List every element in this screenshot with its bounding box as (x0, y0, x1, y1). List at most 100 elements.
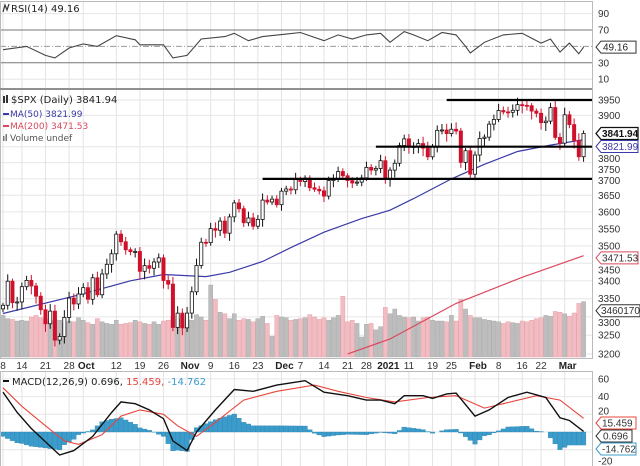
macd-histogram-bar (9, 431, 15, 441)
volume-bar (161, 320, 166, 358)
volume-bar (491, 320, 497, 358)
candle-body (491, 119, 496, 125)
macd-histogram-bar (458, 431, 464, 434)
macd-histogram-bar (557, 431, 563, 450)
volume-bar (387, 313, 393, 358)
candle-body (128, 249, 133, 253)
x-axis-label: 11 (404, 361, 415, 372)
candle-body (175, 312, 180, 328)
volume-bar (227, 318, 232, 358)
macd-histogram-bar (401, 426, 407, 433)
candle-body (227, 216, 232, 234)
price-axis-label: 3450 (598, 265, 621, 276)
macd-histogram-bar (453, 429, 459, 433)
macd-histogram-bar (444, 429, 450, 433)
price-axis-label: 3600 (598, 207, 621, 218)
rsi-value-flag: 49.16 (595, 40, 637, 54)
candle-body (468, 150, 473, 175)
macd-histogram-bar (297, 425, 303, 433)
macd-histogram-bar (123, 419, 129, 433)
macd-histogram-bar (19, 431, 25, 444)
candle-body (199, 241, 204, 266)
candle-body (487, 123, 492, 138)
macd-histogram-bar (373, 431, 379, 434)
candle-body (19, 286, 24, 303)
candle-body (572, 124, 577, 141)
macd-histogram-bar (236, 417, 242, 433)
volume-bar (165, 320, 171, 358)
panel-frame (0, 89, 593, 359)
candle-body (576, 140, 581, 158)
candle-body (496, 110, 501, 120)
macd-histogram-bar (274, 425, 280, 433)
macd-histogram-bar (316, 431, 322, 436)
macd-histogram-bar (76, 431, 82, 435)
candle-body (350, 180, 355, 184)
volume-bar (298, 318, 303, 358)
macd-histogram-bar (529, 428, 535, 433)
volume-bar (548, 316, 553, 358)
candle-body (553, 107, 558, 138)
volume-bar (524, 321, 530, 358)
macd-histogram-bar (66, 431, 72, 443)
volume-bar (420, 317, 426, 358)
macd-histogram-bar (411, 428, 417, 433)
macd-histogram-bar (241, 422, 247, 433)
ma200-value-flag: 3471.53 (595, 251, 639, 265)
volume-bar (147, 324, 152, 358)
macd-histogram-bar (227, 415, 233, 433)
macd-histogram-bar (71, 431, 77, 440)
volume-bar (10, 319, 15, 358)
macd-histogram (0, 413, 587, 452)
candle-body (449, 128, 454, 134)
price-axis-label: 3350 (598, 294, 621, 305)
volume-bar (38, 317, 44, 358)
candle-body (472, 154, 477, 175)
volume-bar (331, 317, 336, 358)
volume-bar (279, 316, 284, 358)
macd-histogram-bar (264, 425, 270, 433)
candle-body (24, 280, 29, 288)
macd-histogram-bar (406, 427, 412, 433)
candle-body (236, 202, 241, 210)
volume-bar (552, 311, 558, 358)
volume-bar (416, 320, 421, 358)
candle-body (463, 150, 468, 163)
candle-body (312, 187, 317, 190)
macd-legend: MACD(12,26,9) 0.696, 15.459, -14.762 (3, 377, 206, 388)
volume-bar (265, 323, 270, 358)
candle-icon (3, 95, 8, 103)
macd-value-flag: 0.696 (595, 429, 633, 443)
x-axis-label: 19 (427, 361, 439, 372)
candle-body (557, 137, 562, 144)
volume-bar (283, 317, 289, 358)
rsi-flag-text: 49.16 (603, 43, 628, 54)
candle-body (543, 120, 548, 124)
volume-bar (321, 317, 327, 358)
candle-body (383, 160, 388, 180)
x-axis-label: 14 (16, 361, 28, 372)
candle-body (255, 219, 260, 227)
volume-bar (208, 284, 213, 358)
candle-body (378, 160, 383, 169)
volume-bar (33, 315, 39, 358)
candle-body (203, 241, 208, 244)
candle-body (567, 114, 572, 125)
volume-bar (477, 317, 483, 358)
volume-bar (198, 316, 204, 358)
volume-bar (250, 321, 256, 358)
volume-bar (439, 320, 445, 358)
candle-body (284, 188, 289, 192)
rsi-legend-text: RSI(14) 49.16 (11, 4, 80, 15)
macd-histogram-bar (307, 429, 313, 433)
volume-bar (19, 320, 25, 358)
volume-bar (463, 308, 468, 358)
x-axis-label: Mar (559, 361, 577, 372)
volume-bar (482, 319, 487, 358)
volume-bar (345, 321, 350, 358)
candle-body (142, 265, 147, 272)
macd-histogram-bar (0, 431, 6, 437)
candle-body (444, 129, 449, 134)
macd-histogram-bar (288, 425, 294, 433)
price-legend-text: $SPX (Daily) 3841.94 (11, 95, 117, 106)
